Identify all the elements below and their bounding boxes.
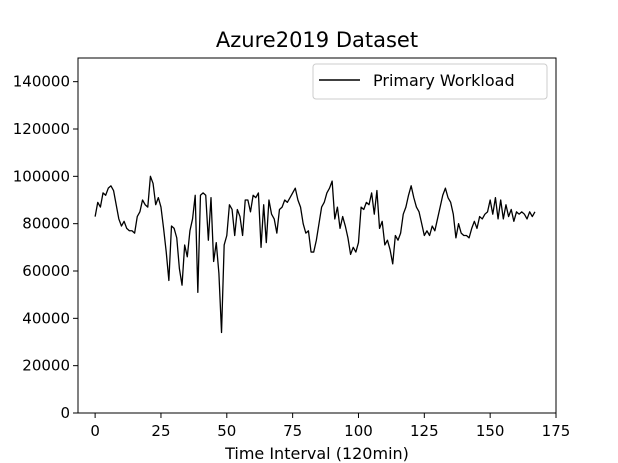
x-tick-label: 175: [542, 422, 571, 440]
plot-area: [77, 57, 557, 414]
y-tick-label: 100000: [13, 167, 70, 185]
y-tick-label: 20000: [22, 357, 70, 375]
legend-label: Primary Workload: [373, 71, 515, 90]
legend: Primary Workload: [312, 63, 548, 100]
y-tick-label: 0: [60, 404, 70, 422]
x-axis: 0 25 50 75 100 125 150 175: [90, 413, 570, 440]
series-line: [94, 175, 536, 334]
x-tick-label: 75: [283, 422, 302, 440]
legend-box: [312, 63, 548, 100]
y-tick-label: 140000: [13, 73, 70, 91]
x-tick-label: 25: [151, 422, 170, 440]
y-tick-label: 40000: [22, 309, 70, 327]
y-axis: 0 20000 40000 60000 80000 100000 120000 140000: [13, 73, 78, 422]
x-tick-label: 125: [410, 422, 439, 440]
x-tick-label: 100: [344, 422, 373, 440]
y-tick-label: 120000: [13, 120, 70, 138]
x-tick-label: 150: [476, 422, 505, 440]
y-tick-label: 80000: [22, 215, 70, 233]
y-tick-label: 60000: [22, 262, 70, 280]
x-tick-label: 50: [217, 422, 236, 440]
x-axis-label: Time Interval (120min): [224, 444, 409, 463]
chart-title: Azure2019 Dataset: [216, 28, 418, 52]
series-layer: [94, 175, 536, 334]
x-tick-label: 0: [90, 422, 100, 440]
plot-frame: [77, 57, 557, 414]
